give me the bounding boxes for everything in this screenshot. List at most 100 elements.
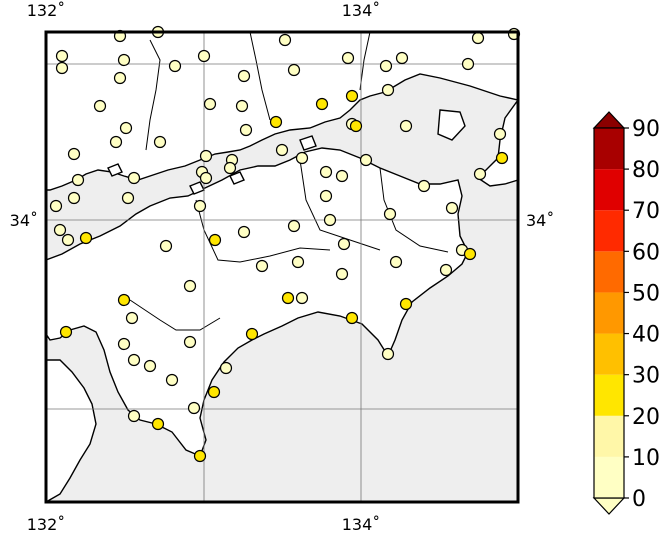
station-marker	[117, 293, 131, 307]
land-shikoku	[45, 147, 469, 457]
station-marker	[143, 359, 157, 373]
station-marker	[269, 115, 283, 129]
station-marker	[445, 201, 459, 215]
station-marker	[67, 147, 81, 161]
station-marker	[337, 237, 351, 251]
station-marker	[463, 247, 477, 261]
station-marker	[381, 347, 395, 361]
stations-layer	[49, 25, 521, 463]
tick-label-top-134: 134˚	[342, 1, 381, 20]
colorbar-segment	[594, 292, 624, 334]
station-marker	[383, 207, 397, 221]
tick-label-bottom-132: 132˚	[27, 515, 66, 534]
station-marker	[275, 143, 289, 157]
station-marker	[208, 233, 222, 247]
station-marker	[291, 255, 305, 269]
station-marker	[219, 361, 233, 375]
station-marker	[389, 255, 403, 269]
colorbar-segment	[594, 415, 624, 457]
colorbar-segment	[594, 169, 624, 211]
colorbar-label: 40	[632, 323, 660, 348]
colorbar-segment	[594, 251, 624, 293]
station-marker	[67, 191, 81, 205]
station-marker	[61, 233, 75, 247]
land-kyushu	[45, 359, 97, 504]
station-marker	[319, 165, 333, 179]
station-marker	[235, 99, 249, 113]
station-marker	[223, 161, 237, 175]
colorbar-segment	[594, 128, 624, 170]
station-marker	[207, 385, 221, 399]
station-marker	[79, 231, 93, 245]
station-marker	[193, 199, 207, 213]
map-frame	[44, 30, 520, 504]
station-marker	[379, 59, 393, 73]
station-marker	[341, 51, 355, 65]
colorbar-label: 50	[632, 281, 660, 306]
station-marker	[183, 335, 197, 349]
colorbar-label: 80	[632, 158, 660, 183]
tick-label-left-34: 34˚	[10, 211, 38, 230]
land-island	[107, 163, 123, 177]
colorbar: 0 10 20 30 40 50 60 70 80 90	[592, 111, 660, 515]
station-marker	[165, 373, 179, 387]
station-marker	[323, 213, 337, 227]
station-marker	[473, 167, 487, 181]
colorbar-label: 0	[632, 487, 646, 512]
colorbar-label: 70	[632, 199, 660, 224]
colorbar-segment	[594, 374, 624, 416]
land-island	[229, 171, 245, 185]
colorbar-label: 10	[632, 446, 660, 471]
station-marker	[159, 239, 173, 253]
station-marker	[119, 121, 133, 135]
station-marker	[381, 83, 395, 97]
station-marker	[193, 449, 207, 463]
station-marker	[495, 151, 509, 165]
station-marker	[183, 279, 197, 293]
station-marker	[59, 325, 73, 339]
station-marker	[395, 51, 409, 65]
colorbar-upper-triangle	[592, 111, 626, 129]
station-marker	[255, 259, 269, 273]
station-marker	[281, 291, 295, 305]
station-marker	[71, 173, 85, 187]
station-marker	[127, 353, 141, 367]
station-marker	[471, 31, 485, 45]
colorbar-label: 90	[632, 117, 660, 142]
station-marker	[237, 69, 251, 83]
station-marker	[197, 49, 211, 63]
station-marker	[359, 153, 373, 167]
station-marker	[127, 171, 141, 185]
station-marker	[109, 135, 123, 149]
land-honshu	[45, 31, 519, 191]
station-marker	[417, 179, 431, 193]
tick-label-right-34: 34˚	[526, 211, 554, 230]
station-marker	[287, 63, 301, 77]
station-marker	[345, 311, 359, 325]
station-marker	[55, 49, 69, 63]
station-marker	[117, 337, 131, 351]
station-marker	[121, 191, 135, 205]
station-marker	[399, 297, 413, 311]
colorbar-label: 20	[632, 405, 660, 430]
station-marker	[199, 149, 213, 163]
station-marker	[335, 267, 349, 281]
station-marker	[237, 225, 251, 239]
station-marker	[493, 127, 507, 141]
station-marker	[168, 59, 182, 73]
colorbar-outline	[593, 127, 625, 499]
station-marker	[125, 311, 139, 325]
graticule	[46, 32, 518, 502]
station-marker	[349, 119, 363, 133]
station-marker	[93, 99, 107, 113]
land-island	[299, 135, 317, 151]
station-marker	[439, 263, 453, 277]
prefecture-borders	[129, 31, 449, 331]
station-marker	[315, 97, 329, 111]
station-marker	[117, 53, 131, 67]
tick-label-top-132: 132˚	[27, 1, 66, 20]
colorbar-label: 60	[632, 240, 660, 265]
station-marker	[113, 71, 127, 85]
station-marker	[399, 119, 413, 133]
